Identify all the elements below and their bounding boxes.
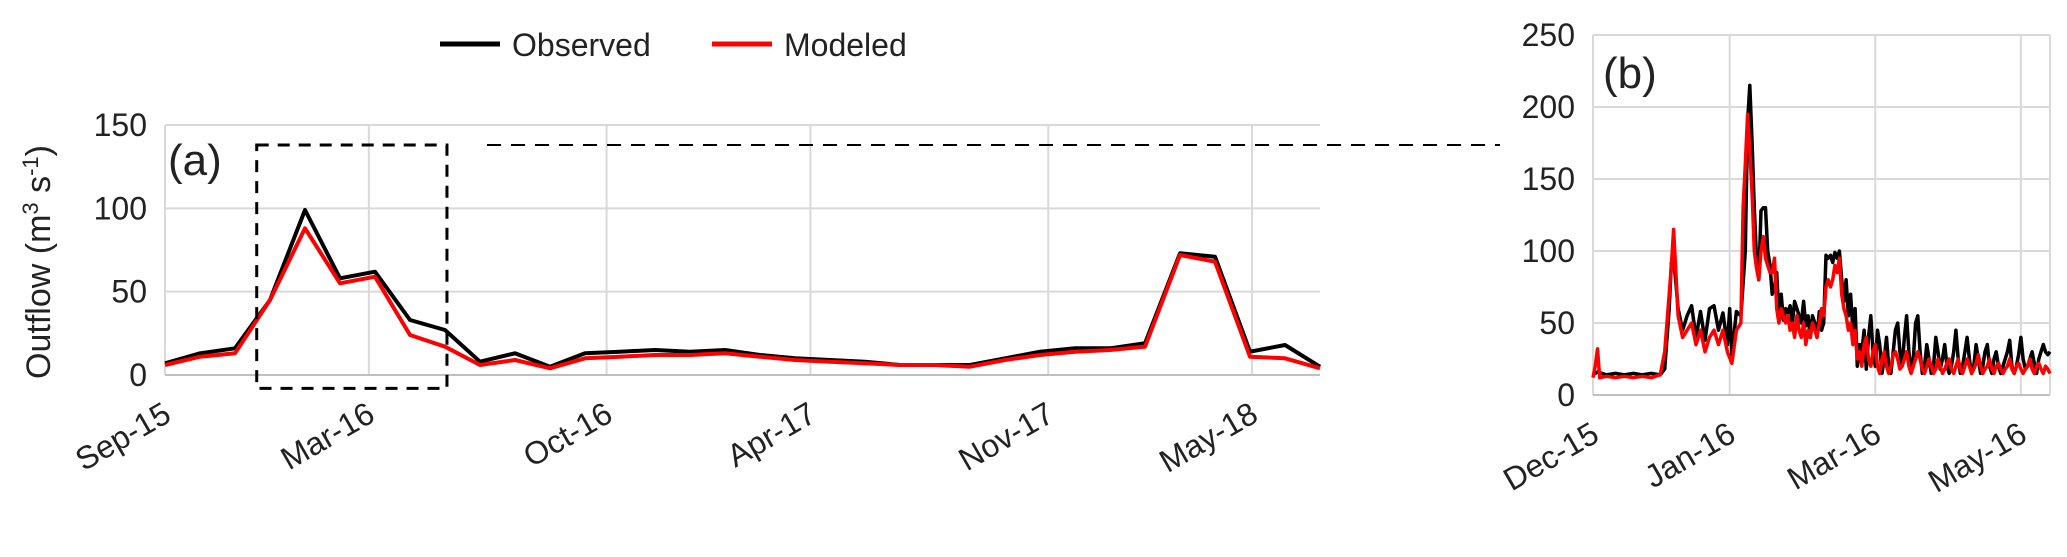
- panel-a-lines: [164, 143, 1322, 390]
- legend-label-observed: Observed: [512, 27, 651, 63]
- panel-a-x-tick-label: Apr-17: [721, 395, 822, 474]
- panel-b-series-line-observed: [1592, 83, 2052, 377]
- panel-b-label: (b): [1603, 49, 1657, 98]
- panel-a-y-tick-label: 50: [111, 274, 147, 310]
- panel-a-x-tick-label: Sep-15: [69, 395, 176, 478]
- legend: Observed Modeled: [440, 27, 907, 63]
- panel-a-x-tick-label: Nov-17: [952, 395, 1059, 478]
- ylabel-part-2: s: [20, 176, 58, 202]
- panel-a: 0 50 100 150 Sep-15 Mar-16 Oct-16 Apr-17 Nov-17…: [18, 107, 1322, 480]
- panel-a-y-tick-label: 150: [94, 107, 147, 143]
- panel-a-x-ticks: Sep-15 Mar-16 Oct-16 Apr-17 Nov-17 May-18: [69, 395, 1263, 480]
- panel-a-y-tick-label: 0: [129, 357, 147, 393]
- panel-a-y-tick-label: 100: [94, 190, 147, 226]
- panel-a-zoom-box: [255, 143, 449, 390]
- panel-b-x-ticks: Dec-15 Jan-16 Mar-16 May-16: [1497, 415, 2032, 500]
- panel-a-y-ticks: 0 50 100 150: [94, 107, 147, 393]
- panel-b-x-tick-label: Mar-16: [1781, 415, 1887, 497]
- panel-b-y-tick-label: 100: [1522, 233, 1575, 269]
- panel-b-y-tick-label: 200: [1522, 89, 1575, 125]
- ylabel-sup-1: 3: [18, 202, 43, 214]
- panel-a-x-tick-label: Oct-16: [517, 395, 618, 474]
- panel-b-grid: [1592, 34, 2051, 396]
- panel-a-series-line-modeled: [164, 226, 1321, 371]
- legend-label-modeled: Modeled: [784, 27, 907, 63]
- panel-a-label: (a): [168, 136, 222, 185]
- panel-b-y-tick-label: 250: [1522, 17, 1575, 53]
- panel-b-y-tick-label: 150: [1522, 161, 1575, 197]
- panel-a-y-axis-title: Outflow (m3 s-1): [18, 145, 58, 379]
- panel-a-x-tick-label: Mar-16: [275, 395, 381, 477]
- panel-a-grid: [164, 124, 1320, 376]
- panel-b-series-line-modeled: [1591, 112, 2052, 380]
- panel-b-x-tick-label: May-16: [1922, 415, 2032, 500]
- panel-b: 0 50 100 150 200 250 Dec-15 Jan-16 Mar-16 May-16…: [1497, 17, 2052, 500]
- panel-b-x-tick-label: Jan-16: [1638, 415, 1741, 495]
- panel-b-lines: [1591, 83, 2052, 380]
- panel-b-y-tick-label: 0: [1557, 377, 1575, 413]
- panel-a-x-tick-label: May-18: [1153, 395, 1263, 480]
- panel-a-series-line-observed: [164, 208, 1322, 369]
- ylabel-part-3: ): [20, 145, 58, 156]
- panel-b-y-ticks: 0 50 100 150 200 250: [1522, 17, 1575, 413]
- panel-b-x-tick-label: Dec-15: [1497, 415, 1604, 498]
- panel-b-y-tick-label: 50: [1539, 305, 1575, 341]
- ylabel-sup-2: -1: [18, 156, 43, 176]
- ylabel-part-1: Outflow (m: [20, 215, 58, 379]
